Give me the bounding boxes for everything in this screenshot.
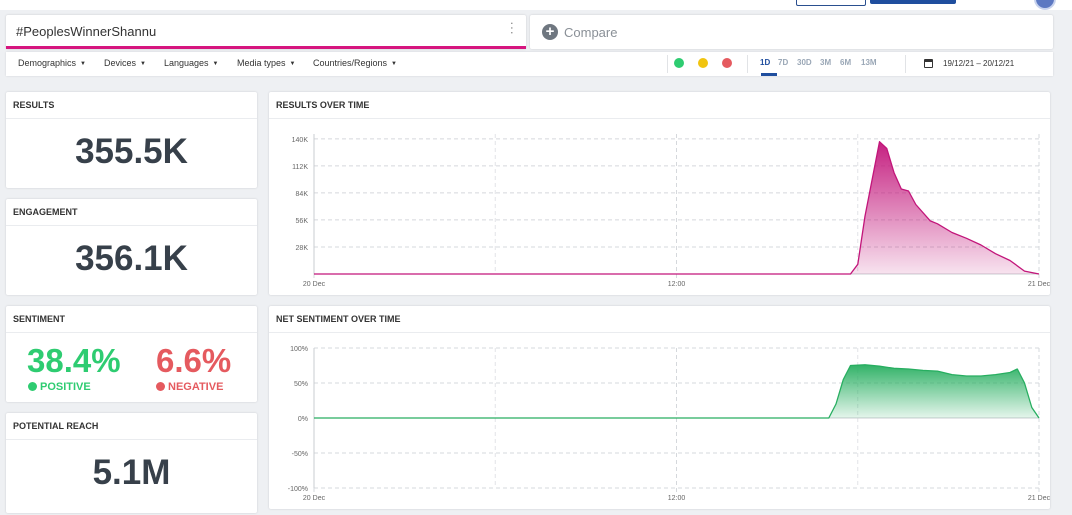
series-area	[314, 364, 1039, 418]
filter-countries[interactable]: Countries/Regions ▼	[313, 58, 397, 68]
card-title: ENGAGEMENT	[13, 207, 78, 217]
series-line	[314, 364, 1040, 419]
positive-label-text: POSITIVE	[40, 381, 91, 393]
caret-down-icon: ▼	[140, 61, 146, 67]
add-icon[interactable]: +	[542, 24, 558, 40]
card-title: RESULTS	[13, 100, 55, 110]
header-primary-button[interactable]	[870, 0, 956, 4]
engagement-value: 356.1K	[75, 239, 188, 278]
divider	[269, 118, 1050, 119]
divider	[269, 332, 1050, 333]
filter-label: Countries/Regions	[313, 58, 388, 68]
period-1d[interactable]: 1D	[760, 58, 771, 67]
filter-languages[interactable]: Languages ▼	[164, 58, 219, 68]
reach-value: 5.1M	[92, 453, 171, 492]
more-options-icon[interactable]: ···	[505, 21, 521, 35]
calendar-icon[interactable]	[924, 59, 933, 68]
divider	[6, 439, 257, 440]
date-range[interactable]: 19/12/21 – 20/12/21	[943, 59, 1015, 68]
active-period-indicator	[761, 73, 777, 76]
caret-down-icon: ▼	[80, 61, 86, 67]
y-tick-label: 0%	[298, 416, 308, 423]
filter-label: Languages	[164, 58, 209, 68]
filter-label: Devices	[104, 58, 137, 68]
compare-box[interactable]: + Compare	[530, 15, 1053, 49]
engagement-card: ENGAGEMENT 356.1K	[6, 199, 257, 295]
card-title: SENTIMENT	[13, 314, 66, 324]
positive-label: POSITIVE	[28, 381, 91, 393]
period-3m[interactable]: 3M	[820, 58, 832, 67]
search-query-text[interactable]: #PeoplesWinnerShannu	[16, 24, 157, 39]
query-underline	[6, 46, 526, 49]
card-title: POTENTIAL REACH	[13, 421, 99, 431]
series-line	[314, 141, 1040, 275]
caret-down-icon: ▼	[212, 61, 219, 67]
x-tick-label: 21 Dec	[1028, 495, 1050, 502]
y-tick-label: 112K	[292, 164, 308, 171]
neutral-sentiment-icon[interactable]	[698, 58, 708, 68]
caret-down-icon: ▼	[391, 61, 397, 67]
y-tick-label: -50%	[292, 451, 308, 458]
negative-percent: 6.6%	[156, 342, 232, 379]
sentiment-chart-card: NET SENTIMENT OVER TIME -100% -50% 0% 50% 10…	[269, 306, 1050, 509]
negative-face-icon	[156, 382, 165, 391]
y-tick-label: 50%	[294, 381, 308, 388]
filter-demographics[interactable]: Demographics ▼	[18, 58, 86, 68]
x-tick-label: 21 Dec	[1028, 281, 1050, 288]
results-chart-card: RESULTS OVER TIME 28K 56K 84K 112K 140K 20 De…	[269, 92, 1050, 295]
y-tick-label: 140K	[292, 137, 309, 144]
filter-bar: Demographics ▼ Devices ▼ Languages ▼ Media …	[6, 52, 1053, 76]
divider	[667, 55, 668, 73]
filter-media-types[interactable]: Media types ▼	[237, 58, 295, 68]
divider	[6, 332, 257, 333]
filter-label: Media types	[237, 58, 286, 68]
results-value: 355.5K	[75, 132, 188, 171]
caret-down-icon: ▼	[289, 61, 296, 67]
y-tick-label: 56K	[296, 218, 309, 225]
period-13m[interactable]: 13M	[861, 58, 877, 67]
series-area	[314, 141, 1039, 274]
negative-sentiment-icon[interactable]	[722, 58, 732, 68]
x-tick-label: 20 Dec	[303, 495, 326, 502]
negative-label: NEGATIVE	[156, 381, 223, 393]
chart-title: RESULTS OVER TIME	[276, 100, 370, 110]
x-tick-label: 20 Dec	[303, 281, 326, 288]
results-card: RESULTS 355.5K	[6, 92, 257, 188]
y-tick-label: 100%	[290, 346, 308, 353]
period-7d[interactable]: 7D	[778, 58, 789, 67]
y-tick-label: 28K	[296, 245, 309, 252]
y-tick-label: -100%	[288, 486, 308, 493]
search-query-box[interactable]: #PeoplesWinnerShannu ···	[6, 15, 526, 49]
y-tick-label: 84K	[296, 191, 309, 198]
period-30d[interactable]: 30D	[797, 58, 812, 67]
top-strip	[0, 0, 1072, 10]
positive-face-icon	[28, 382, 37, 391]
filter-devices[interactable]: Devices ▼	[104, 58, 146, 68]
x-tick-label: 12:00	[668, 495, 686, 502]
divider	[6, 118, 257, 119]
period-6m[interactable]: 6M	[840, 58, 852, 67]
results-over-time-chart[interactable]: 28K 56K 84K 112K 140K 20 Dec 12:00 21 Dec	[269, 92, 1050, 295]
positive-sentiment-icon[interactable]	[674, 58, 684, 68]
filter-label: Demographics	[18, 58, 77, 68]
chart-title: NET SENTIMENT OVER TIME	[276, 314, 401, 324]
negative-label-text: NEGATIVE	[168, 381, 224, 393]
net-sentiment-over-time-chart[interactable]: -100% -50% 0% 50% 100% 20 Dec 12:00 21 Dec	[269, 306, 1050, 509]
divider	[747, 55, 748, 73]
compare-label: Compare	[564, 25, 618, 40]
divider	[6, 225, 257, 226]
header-secondary-button[interactable]	[796, 0, 866, 6]
divider	[905, 55, 906, 73]
positive-percent: 38.4%	[27, 342, 121, 379]
x-tick-label: 12:00	[668, 281, 686, 288]
reach-card: POTENTIAL REACH 5.1M	[6, 413, 257, 513]
sentiment-card: SENTIMENT 38.4% 6.6% POSITIVE NEGATIVE	[6, 306, 257, 402]
